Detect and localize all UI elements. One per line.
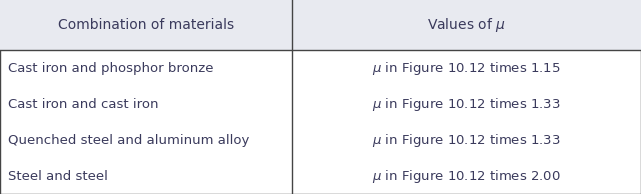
Text: $\mu$ in Figure 10.12 times 1.33: $\mu$ in Figure 10.12 times 1.33 (372, 96, 561, 113)
Text: Values of $\mu$: Values of $\mu$ (427, 16, 506, 34)
Text: Steel and steel: Steel and steel (8, 170, 108, 183)
Text: Quenched steel and aluminum alloy: Quenched steel and aluminum alloy (8, 134, 249, 147)
Text: $\mu$ in Figure 10.12 times 1.33: $\mu$ in Figure 10.12 times 1.33 (372, 132, 561, 149)
Text: Combination of materials: Combination of materials (58, 18, 234, 32)
Text: Cast iron and cast iron: Cast iron and cast iron (8, 98, 158, 111)
Text: $\mu$ in Figure 10.12 times 1.15: $\mu$ in Figure 10.12 times 1.15 (372, 60, 561, 77)
Text: Cast iron and phosphor bronze: Cast iron and phosphor bronze (8, 62, 213, 75)
Text: $\mu$ in Figure 10.12 times 2.00: $\mu$ in Figure 10.12 times 2.00 (372, 168, 561, 184)
Bar (0, 0, 641, 50)
